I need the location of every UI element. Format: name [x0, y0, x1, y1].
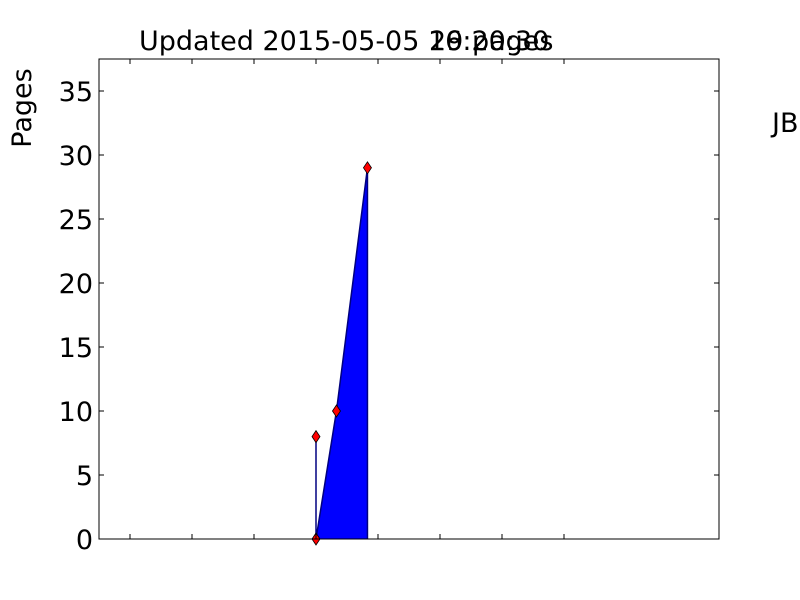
plot-area	[99, 59, 719, 539]
y-tick-label-0: 0	[76, 525, 93, 556]
area-fill	[316, 167, 368, 540]
area-fill-layer	[316, 167, 368, 540]
y-tick-label-5: 5	[76, 461, 93, 492]
plot-frame	[98, 58, 720, 540]
series-layer	[315, 167, 369, 540]
y-tick-label-30: 30	[59, 141, 93, 172]
y-tick-label-25: 25	[59, 205, 93, 236]
data-point-2	[331, 404, 341, 418]
chart-title-updated: Updated 2015-05-05 16:20:30	[139, 26, 549, 57]
chart-title-page-count: 29 pages	[429, 26, 553, 57]
y-ticks: 0 5 10 15 20 25 30 35	[59, 77, 719, 556]
y-axis-label: Pages	[7, 68, 38, 147]
y-tick-label-10: 10	[59, 397, 93, 428]
y-tick-label-15: 15	[59, 333, 93, 364]
y-tick-label-35: 35	[59, 77, 93, 108]
side-label: JB	[770, 108, 799, 139]
data-point-3	[362, 161, 372, 175]
y-tick-label-20: 20	[59, 269, 93, 300]
data-point-0	[311, 429, 321, 444]
x-ticks	[129, 59, 565, 539]
series-line	[315, 167, 369, 540]
